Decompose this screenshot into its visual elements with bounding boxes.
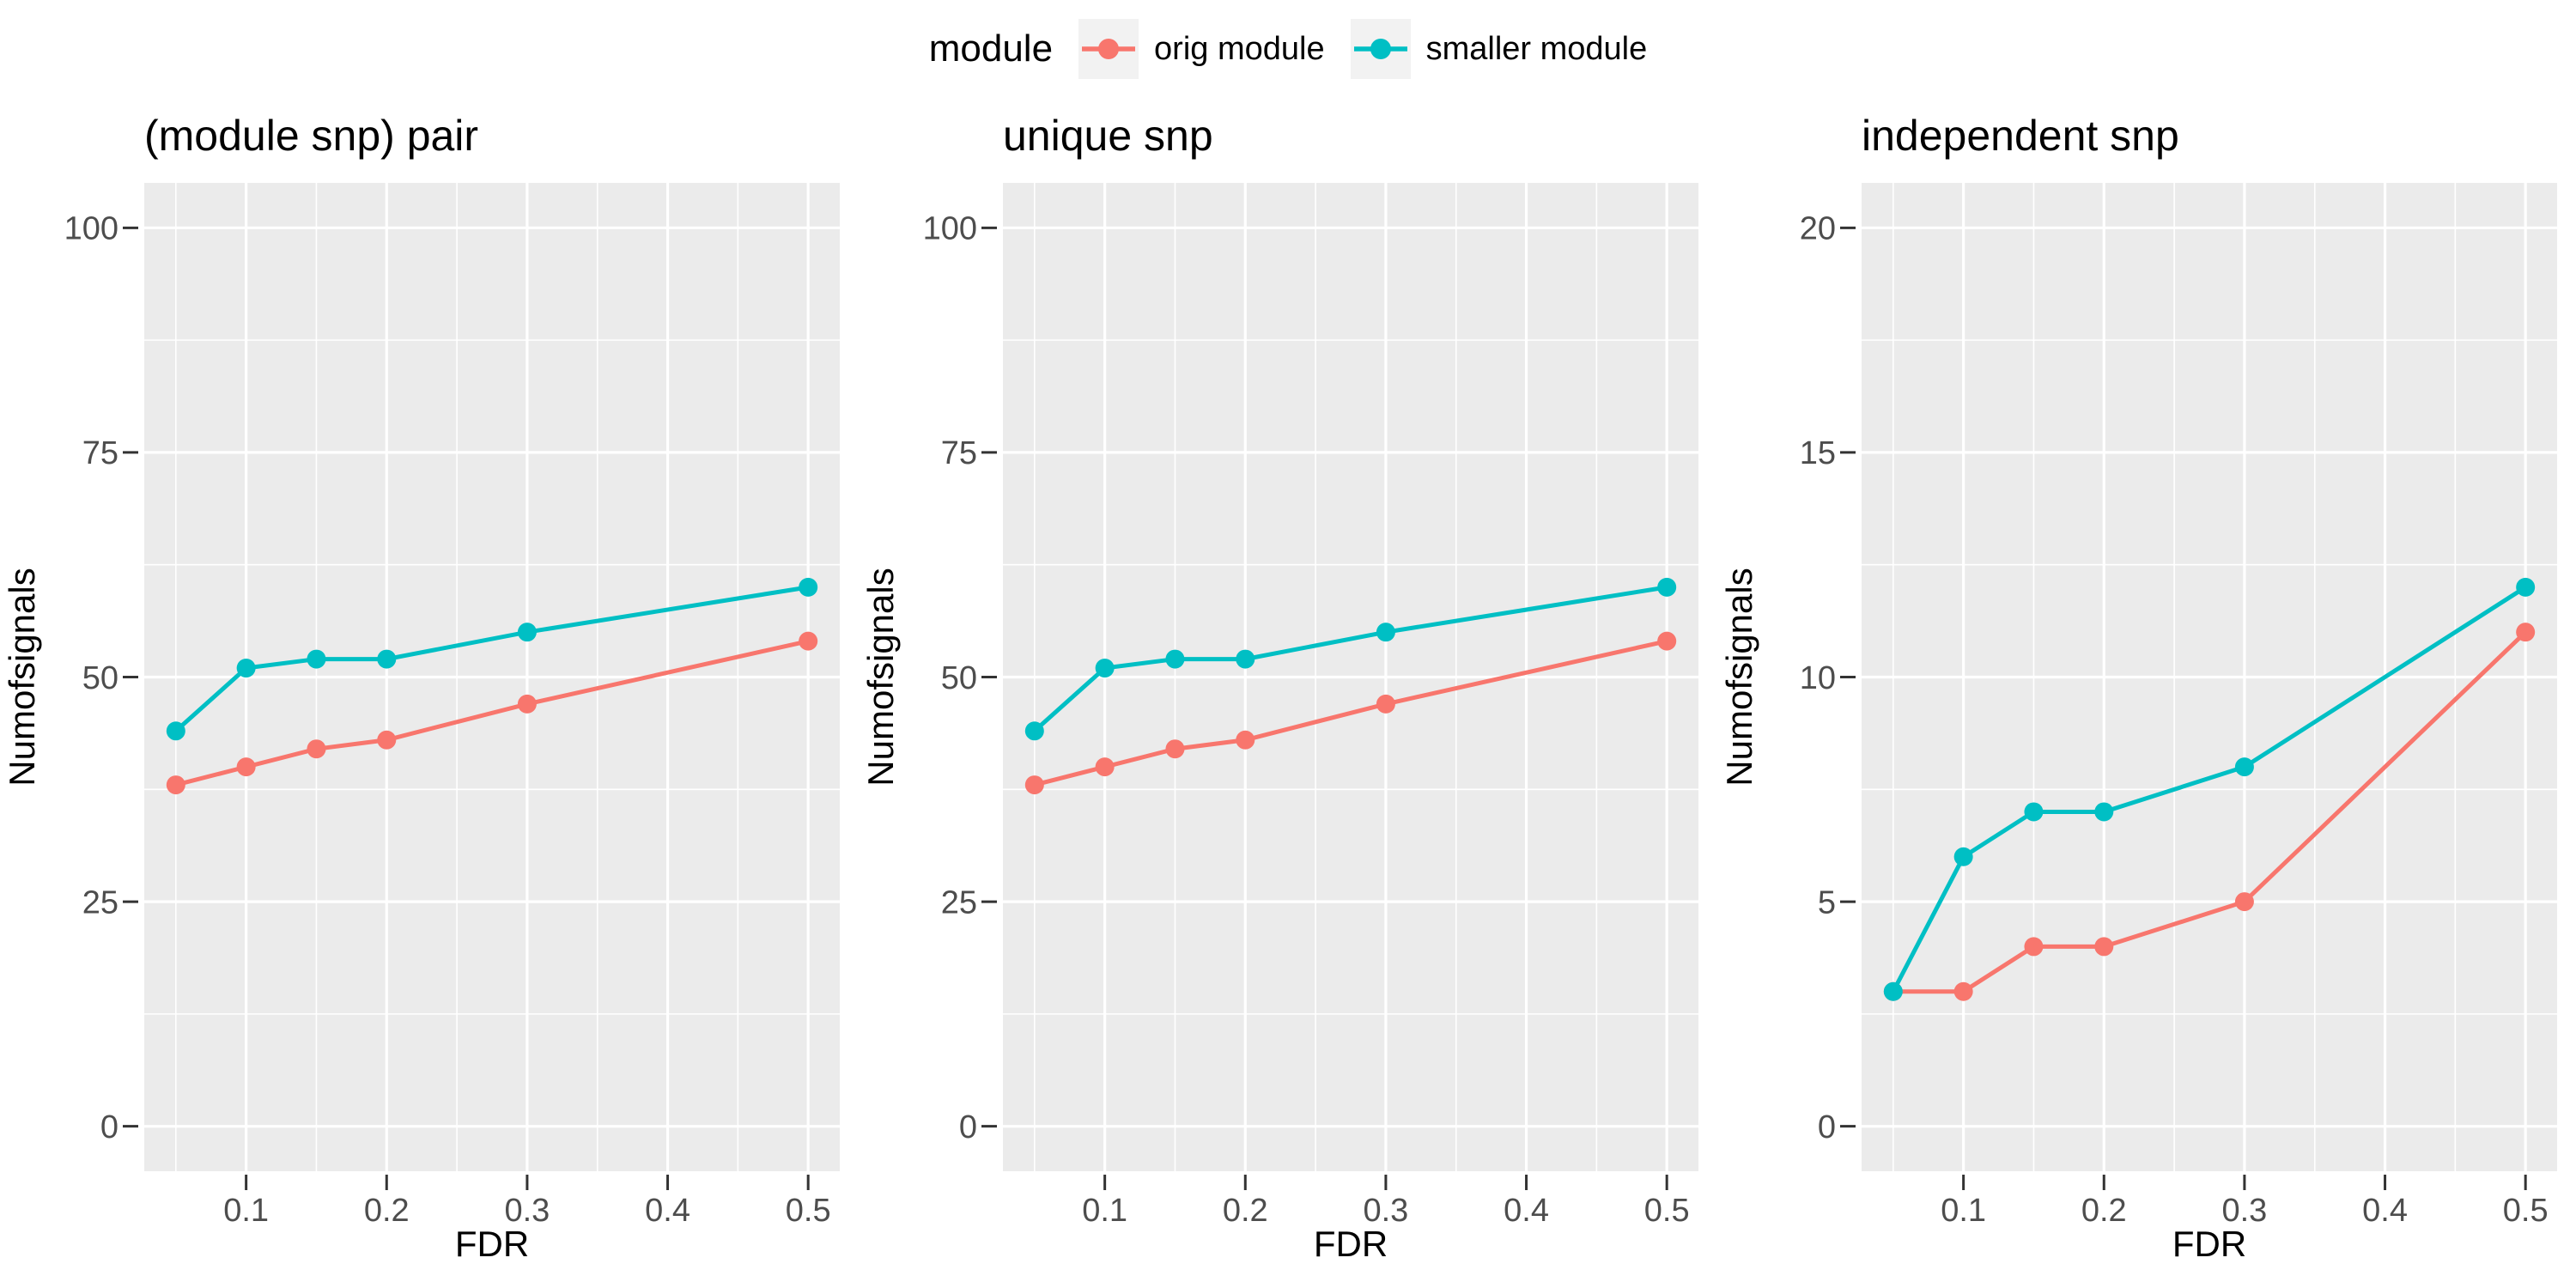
data-point-orig-module	[517, 694, 537, 714]
data-point-smaller-module	[1953, 847, 1973, 866]
y-tick-label: 50	[941, 660, 977, 696]
legend-key-smaller-module	[1350, 19, 1411, 79]
y-tick-label: 50	[82, 660, 118, 696]
data-point-orig-module	[166, 775, 185, 795]
plot-panel-module-snp-pair: 0.1 0.2 0.3 0.4 0.5 0 25 50 75 100 FDR Numofsignals	[2, 183, 840, 1264]
x-tick-label: 0.5	[1644, 1193, 1690, 1229]
y-tick-label: 0	[959, 1109, 977, 1145]
data-point-orig-module	[1236, 730, 1255, 750]
series-line-orig-module	[1893, 630, 2527, 994]
x-tick-label: 0.5	[2503, 1193, 2549, 1229]
data-point-orig-module	[1095, 757, 1115, 777]
facet-title: unique snp	[1003, 112, 1213, 160]
y-axis-label: Numofsignals	[860, 568, 901, 786]
data-point-smaller-module	[1236, 649, 1255, 669]
x-tick-label: 0.4	[645, 1193, 690, 1229]
y-tick-label: 100	[923, 211, 977, 247]
data-point-smaller-module	[799, 577, 818, 597]
y-tick-label: 25	[941, 884, 977, 920]
line-point-key-icon	[1353, 39, 1407, 59]
data-point-orig-module	[2094, 937, 2114, 957]
y-tick-label: 100	[64, 211, 118, 247]
data-point-smaller-module	[377, 649, 397, 669]
data-point-smaller-module	[1376, 623, 1395, 642]
data-point-orig-module	[307, 739, 326, 759]
legend-title: module	[928, 27, 1054, 70]
line-point-key-icon	[1082, 39, 1136, 59]
y-tick-label: 20	[1800, 211, 1836, 247]
x-tick-label: 0.4	[1504, 1193, 1549, 1229]
data-point-smaller-module	[307, 649, 326, 669]
data-point-orig-module	[1376, 694, 1395, 714]
data-point-orig-module	[2024, 937, 2044, 957]
y-axis-label: Numofsignals	[1719, 568, 1759, 786]
data-point-orig-module	[236, 757, 256, 777]
chart-legend: module orig module smaller module	[0, 19, 2576, 79]
y-tick-label: 0	[1818, 1109, 1836, 1145]
x-axis-label: FDR	[2172, 1224, 2246, 1264]
y-tick-label: 5	[1818, 884, 1836, 920]
data-point-smaller-module	[166, 721, 185, 741]
series-line-orig-module	[175, 639, 809, 787]
plot-panel-independent-snp: 0.1 0.2 0.3 0.4 0.5 0 5 10 15 20 FDR Numofsignals	[1719, 183, 2557, 1264]
data-point-smaller-module	[236, 659, 256, 678]
data-point-orig-module	[2234, 892, 2254, 912]
x-axis-label: FDR	[1314, 1224, 1388, 1264]
legend-label-orig-module: orig module	[1154, 30, 1325, 67]
x-axis-label: FDR	[455, 1224, 529, 1264]
data-point-smaller-module	[1883, 981, 1903, 1001]
data-point-orig-module	[799, 631, 818, 651]
y-tick-label: 10	[1800, 660, 1836, 696]
series-line-smaller-module	[174, 585, 809, 733]
data-point-smaller-module	[2234, 757, 2254, 777]
x-tick-label: 0.1	[1941, 1193, 1986, 1229]
y-tick-label: 75	[941, 435, 977, 471]
y-tick-label: 75	[82, 435, 118, 471]
series-line-smaller-module	[1033, 585, 1668, 733]
facet-title: (module snp) pair	[144, 112, 479, 160]
y-axis-label: Numofsignals	[2, 568, 42, 786]
legend-key-orig-module	[1078, 19, 1139, 79]
y-tick-label: 15	[1800, 435, 1836, 471]
x-tick-label: 0.2	[2081, 1193, 2127, 1229]
x-tick-label: 0.3	[1363, 1193, 1408, 1229]
data-point-smaller-module	[1657, 577, 1677, 597]
x-tick-label: 0.4	[2362, 1193, 2408, 1229]
legend-item-orig-module: orig module	[1078, 19, 1325, 79]
data-point-orig-module	[1165, 739, 1185, 759]
data-point-orig-module	[2516, 623, 2536, 642]
series-line-smaller-module	[1891, 585, 2527, 993]
legend-item-smaller-module: smaller module	[1350, 19, 1648, 79]
x-tick-label: 0.2	[364, 1193, 410, 1229]
legend-label-smaller-module: smaller module	[1425, 30, 1648, 67]
x-tick-label: 0.2	[1223, 1193, 1268, 1229]
facet-unique-snp: unique snp 0.1 0.2 0.3 0.4 0.5 0 25 50 75 100 FDR N…	[859, 0, 1717, 1288]
plot-panel-unique-snp: 0.1 0.2 0.3 0.4 0.5 0 25 50 75 100 FDR Numofsignals	[860, 183, 1698, 1264]
data-point-smaller-module	[1095, 659, 1115, 678]
data-point-smaller-module	[1024, 721, 1044, 741]
data-point-smaller-module	[2516, 577, 2536, 597]
facet-title: independent snp	[1862, 112, 2179, 160]
x-tick-label: 0.3	[504, 1193, 550, 1229]
y-tick-label: 25	[82, 884, 118, 920]
x-tick-label: 0.3	[2221, 1193, 2267, 1229]
data-point-smaller-module	[2094, 802, 2114, 822]
data-point-smaller-module	[1165, 649, 1185, 669]
data-point-smaller-module	[2024, 802, 2044, 822]
data-point-orig-module	[1657, 631, 1677, 651]
data-point-orig-module	[377, 730, 397, 750]
data-point-smaller-module	[517, 623, 537, 642]
facet-independent-snp: independent snp 0.1 0.2 0.3 0.4 0.5 0 5 10 15 20 F…	[1717, 0, 2576, 1288]
data-point-orig-module	[1953, 981, 1973, 1001]
series-line-orig-module	[1034, 639, 1668, 787]
x-tick-label: 0.1	[1082, 1193, 1127, 1229]
facet-module-snp-pair: (module snp) pair 0.1 0.2 0.3 0.4 0.5 0 25 50 75…	[0, 0, 859, 1288]
data-point-orig-module	[1024, 775, 1044, 795]
y-tick-label: 0	[100, 1109, 118, 1145]
x-tick-label: 0.5	[786, 1193, 831, 1229]
x-tick-label: 0.1	[223, 1193, 269, 1229]
